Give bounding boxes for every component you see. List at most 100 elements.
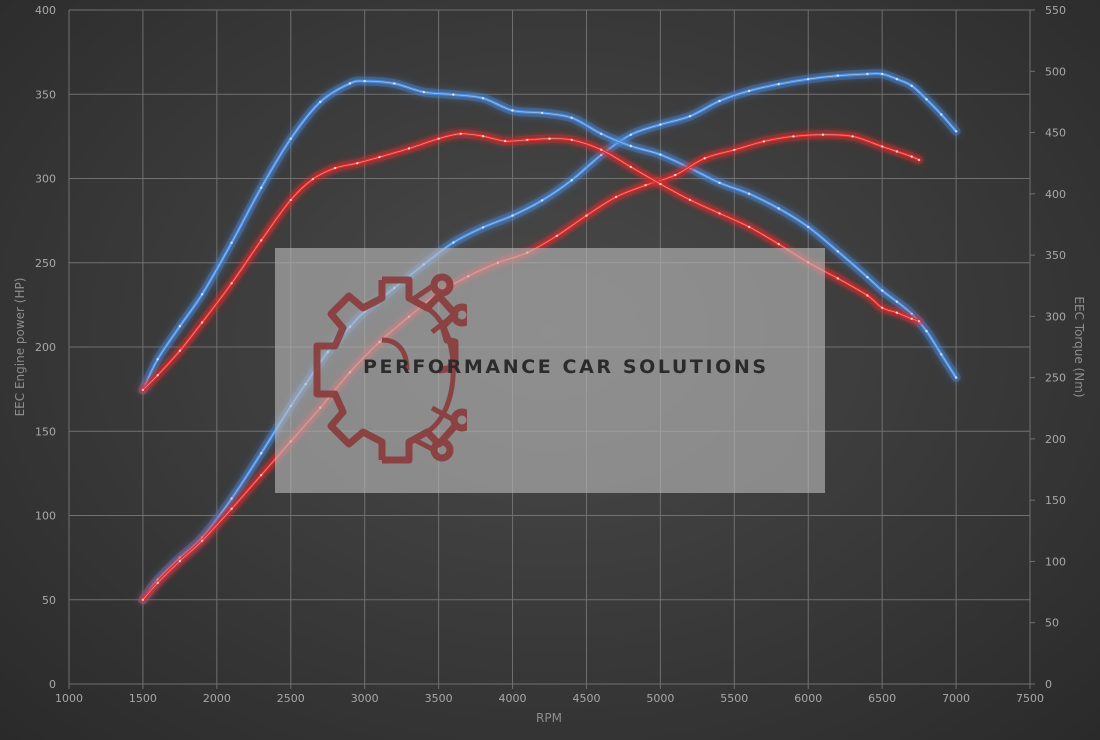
data-point bbox=[940, 353, 943, 356]
data-point bbox=[910, 155, 913, 158]
watermark-overlay: PERFORMANCE CAR SOLUTIONS bbox=[275, 248, 825, 493]
data-point bbox=[585, 214, 588, 217]
data-point bbox=[503, 139, 507, 143]
data-point bbox=[747, 89, 751, 93]
x-tick-label: 4500 bbox=[572, 692, 600, 705]
y-left-tick-label: 400 bbox=[35, 4, 56, 17]
data-point bbox=[260, 452, 263, 455]
data-point bbox=[881, 145, 884, 148]
x-tick-label: 6500 bbox=[868, 692, 896, 705]
data-point bbox=[881, 289, 884, 292]
data-point bbox=[674, 173, 677, 177]
data-point bbox=[452, 241, 455, 244]
y-axis-left-title: EEC Engine power (HP) bbox=[13, 278, 27, 417]
data-point bbox=[629, 144, 632, 148]
data-point bbox=[230, 497, 233, 500]
data-point bbox=[881, 72, 884, 76]
data-point bbox=[356, 162, 359, 165]
data-point bbox=[600, 132, 603, 135]
x-tick-label: 7000 bbox=[942, 692, 970, 705]
x-tick-label: 2000 bbox=[203, 692, 231, 705]
data-point bbox=[762, 140, 766, 143]
data-point bbox=[378, 155, 381, 159]
x-tick-label: 5000 bbox=[646, 692, 674, 705]
data-point bbox=[614, 195, 618, 199]
series-stock-power bbox=[138, 130, 924, 605]
data-point bbox=[230, 282, 233, 285]
x-tick-label: 1500 bbox=[129, 692, 157, 705]
data-point bbox=[319, 100, 322, 104]
data-point bbox=[540, 111, 544, 115]
data-point bbox=[570, 179, 573, 182]
data-point bbox=[917, 158, 921, 162]
data-point bbox=[289, 198, 292, 202]
y-right-tick-label: 50 bbox=[1045, 617, 1059, 630]
data-point bbox=[526, 138, 529, 142]
data-point bbox=[881, 306, 884, 309]
series-lines bbox=[138, 69, 961, 605]
y-left-tick-label: 0 bbox=[49, 678, 56, 691]
data-point bbox=[807, 77, 810, 81]
data-point bbox=[895, 77, 899, 81]
y-right-tick-label: 250 bbox=[1045, 372, 1066, 385]
y-right-tick-label: 400 bbox=[1045, 188, 1066, 201]
data-point bbox=[178, 559, 182, 563]
series-highlight bbox=[142, 134, 920, 601]
data-point bbox=[777, 207, 780, 210]
data-point bbox=[311, 177, 315, 181]
data-point bbox=[200, 321, 204, 324]
series-stock-torque bbox=[138, 129, 924, 395]
data-point bbox=[260, 473, 263, 477]
y-left-tick-label: 50 bbox=[42, 594, 56, 607]
data-point bbox=[718, 212, 721, 215]
data-point bbox=[260, 239, 263, 242]
data-point bbox=[407, 147, 411, 150]
data-point bbox=[895, 311, 899, 314]
y-right-tick-label: 450 bbox=[1045, 127, 1066, 140]
data-point bbox=[940, 113, 943, 116]
data-point bbox=[747, 192, 751, 195]
data-point bbox=[703, 157, 706, 160]
data-point bbox=[917, 320, 921, 323]
x-tick-label: 4000 bbox=[499, 692, 527, 705]
data-point bbox=[807, 225, 810, 229]
data-point bbox=[688, 198, 692, 202]
data-point bbox=[925, 329, 928, 333]
data-point bbox=[895, 150, 899, 153]
data-point bbox=[866, 72, 869, 76]
data-point bbox=[821, 133, 825, 136]
x-tick-label: 2500 bbox=[277, 692, 305, 705]
y-left-tick-label: 200 bbox=[35, 341, 56, 354]
data-point bbox=[200, 293, 204, 296]
data-point bbox=[733, 148, 736, 152]
x-axis-title: RPM bbox=[536, 711, 562, 725]
data-point bbox=[548, 137, 551, 140]
data-point bbox=[792, 135, 795, 138]
data-point bbox=[954, 376, 958, 379]
y-axis-right-title: EEC Torque (Nm) bbox=[1072, 296, 1086, 397]
data-point bbox=[659, 123, 662, 126]
data-point bbox=[659, 153, 662, 156]
data-point bbox=[178, 325, 182, 328]
data-point bbox=[511, 109, 514, 112]
data-point bbox=[644, 184, 647, 187]
data-point bbox=[156, 358, 159, 361]
y-left-tick-label: 350 bbox=[35, 88, 56, 101]
series-line bbox=[141, 133, 921, 602]
data-point bbox=[895, 300, 899, 303]
y-right-tick-label: 0 bbox=[1045, 678, 1052, 691]
data-point bbox=[570, 138, 573, 142]
y-left-tick-label: 150 bbox=[35, 425, 56, 438]
data-point bbox=[422, 90, 425, 94]
data-point bbox=[659, 182, 662, 186]
data-point bbox=[452, 93, 455, 96]
data-point bbox=[629, 133, 632, 136]
y-right-tick-label: 500 bbox=[1045, 65, 1066, 78]
tick-labels: 1000 1500 2000 2500 3000 3500 4000 4500 5000 5500… bbox=[35, 4, 1066, 705]
data-point bbox=[141, 388, 145, 392]
y-right-tick-label: 150 bbox=[1045, 494, 1066, 507]
x-tick-label: 6000 bbox=[794, 692, 822, 705]
data-point bbox=[363, 79, 366, 83]
data-point bbox=[481, 135, 485, 138]
data-point bbox=[836, 250, 839, 253]
